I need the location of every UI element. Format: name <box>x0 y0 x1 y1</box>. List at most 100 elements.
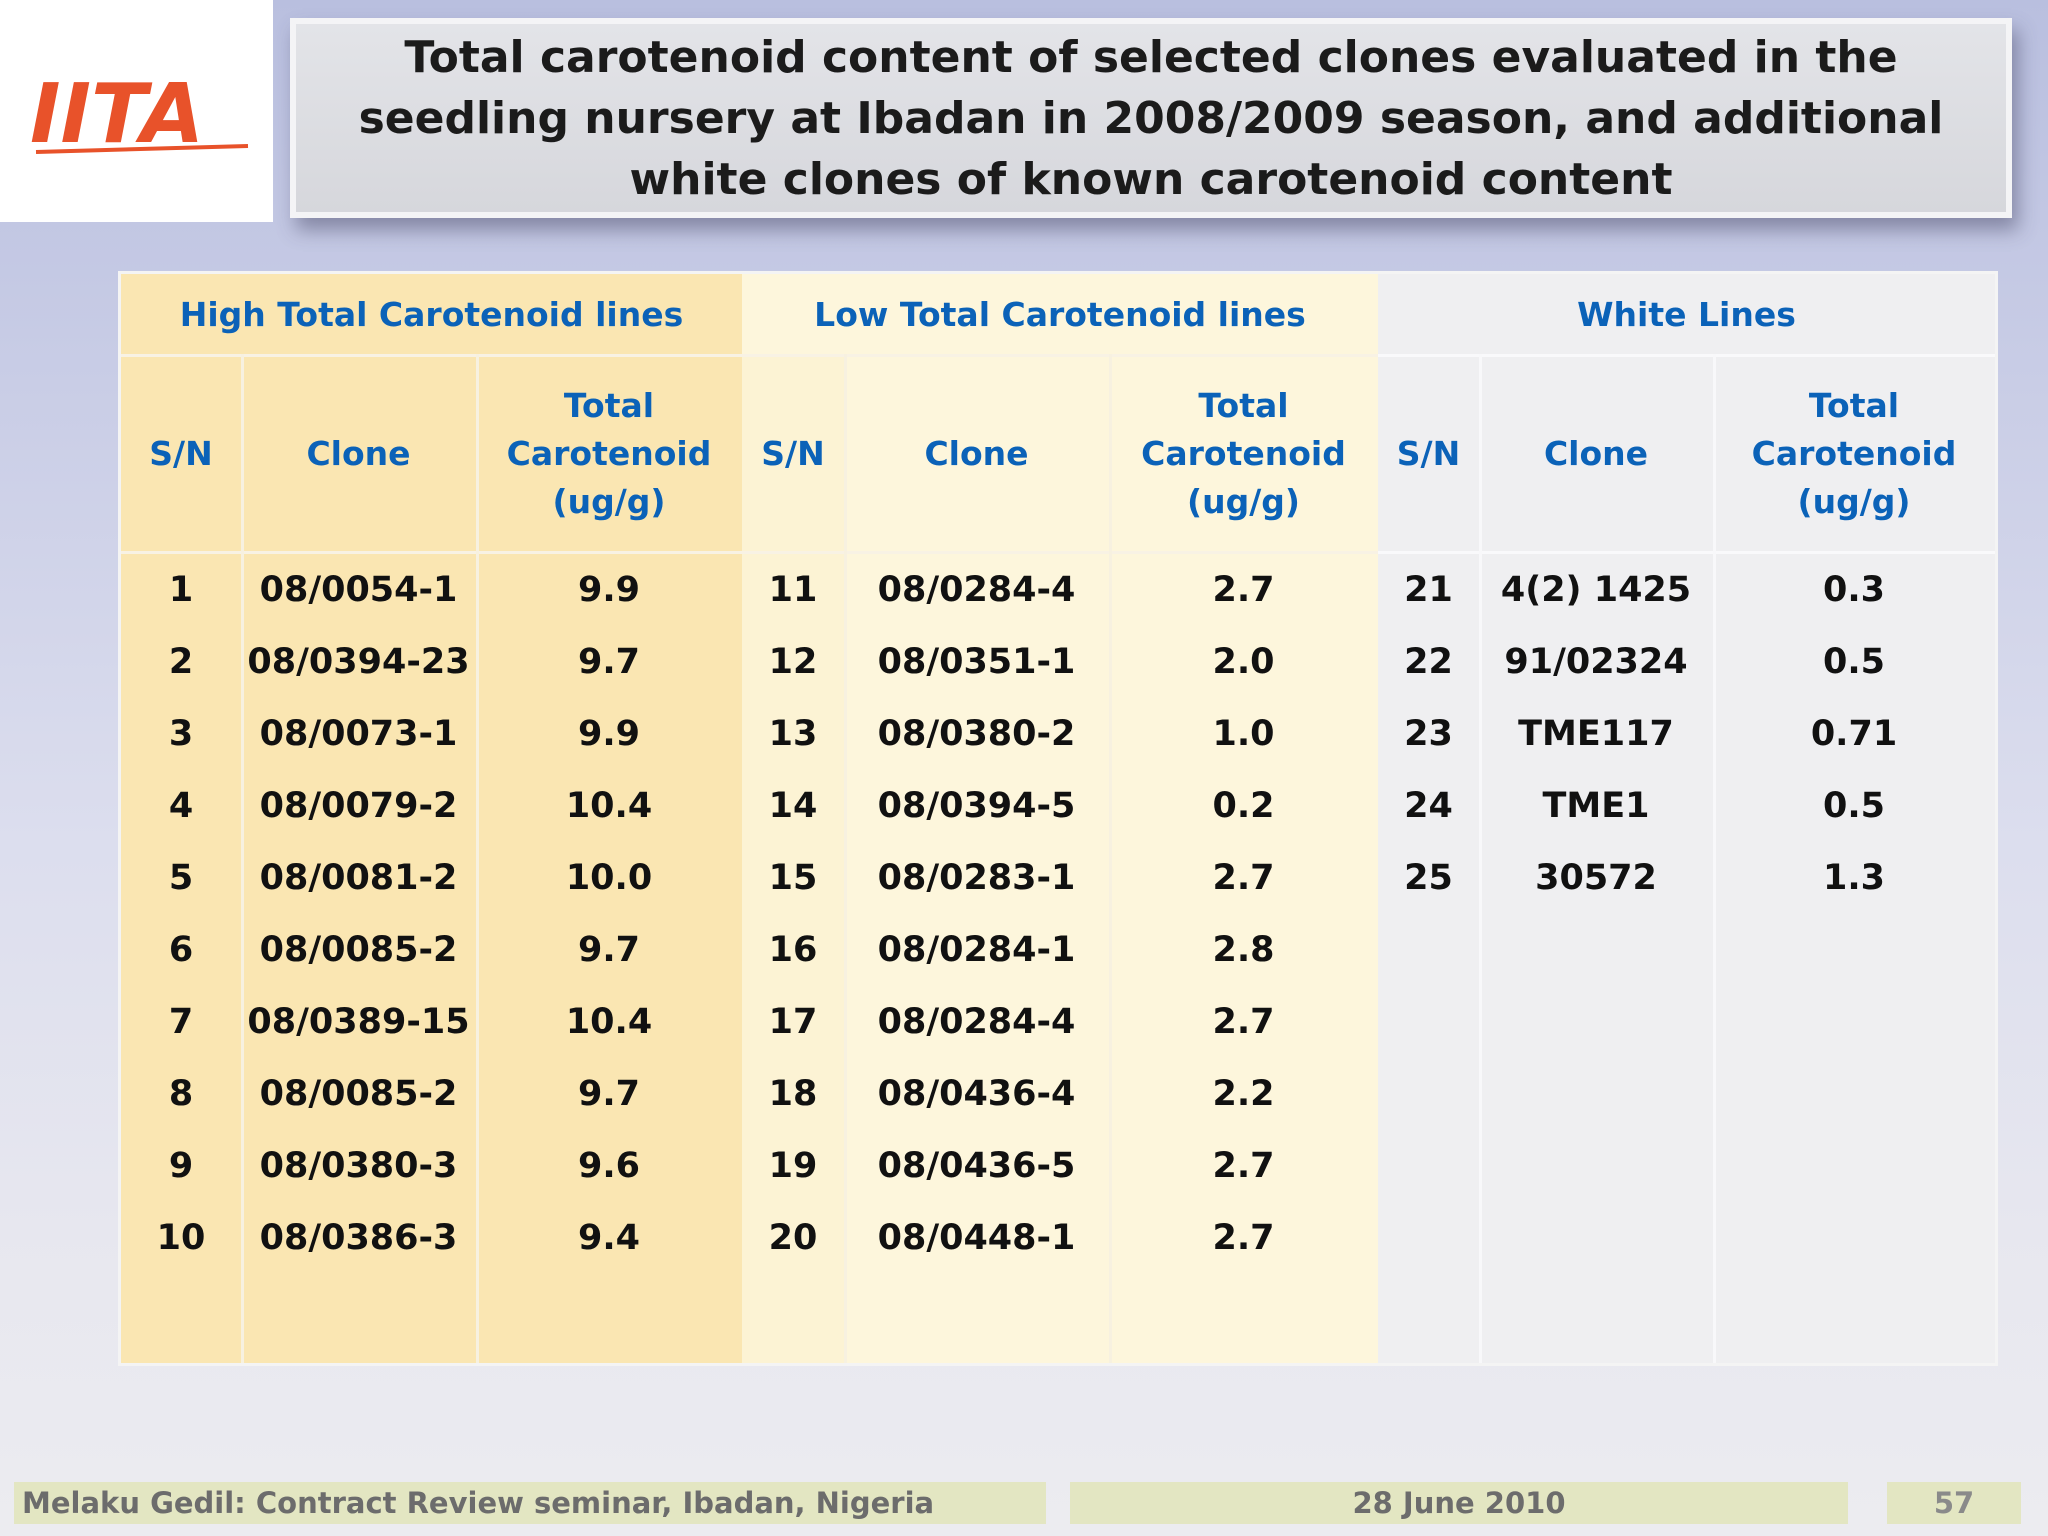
cell-sn: 14 <box>768 786 818 826</box>
cell-sn: 24 <box>1404 786 1453 826</box>
cell-total-carotenoid: 10.4 <box>565 786 653 826</box>
cell-sn: 6 <box>168 930 194 970</box>
column-header-clone: Clone <box>306 434 411 473</box>
column-header-total-carotenoid: Total Carotenoid (ug/g) <box>1141 386 1346 521</box>
cell-sn: 19 <box>768 1146 818 1186</box>
cell-clone: 08/0079-2 <box>259 786 458 826</box>
cell-clone: 08/0283-1 <box>877 858 1076 898</box>
cell-clone: 91/02324 <box>1504 642 1688 682</box>
column-header-sn: S/N <box>149 434 213 473</box>
column-header-clone: Clone <box>1543 434 1649 473</box>
cell-sn: 22 <box>1404 642 1453 682</box>
cell-total-carotenoid: 9.7 <box>577 930 640 970</box>
cell-sn: 23 <box>1404 714 1453 754</box>
cell-total-carotenoid: 2.7 <box>1212 570 1275 610</box>
column-header-total-carotenoid: Total Carotenoid (ug/g) <box>1751 386 1957 521</box>
header-divider <box>742 551 1378 554</box>
cell-sn: 25 <box>1404 858 1453 898</box>
cell-clone: 08/0436-5 <box>877 1146 1076 1186</box>
cell-total-carotenoid: 2.2 <box>1212 1074 1275 1114</box>
section-title: Low Total Carotenoid lines <box>814 294 1306 334</box>
cell-clone: 08/0284-1 <box>877 930 1076 970</box>
header-divider <box>121 551 742 554</box>
cell-total-carotenoid: 9.7 <box>577 1074 640 1114</box>
slide-title: Total carotenoid content of selected clo… <box>358 31 1944 205</box>
cell-clone: 08/0081-2 <box>259 858 458 898</box>
cell-total-carotenoid: 0.5 <box>1822 786 1885 826</box>
cell-sn: 1 <box>168 570 194 610</box>
cell-total-carotenoid: 2.7 <box>1212 858 1275 898</box>
footer-presenter: Melaku Gedil: Contract Review seminar, I… <box>14 1482 1046 1524</box>
cell-sn: 2 <box>168 642 194 682</box>
cell-total-carotenoid: 2.8 <box>1212 930 1275 970</box>
cell-total-carotenoid: 9.4 <box>577 1218 640 1258</box>
high-carotenoid-section: High Total Carotenoid lines S/N Clone Total… <box>121 274 742 1363</box>
sn-column-shade <box>742 354 844 1363</box>
white-lines-section: White Lines S/N Clone Total Carotenoid (ug/… <box>1378 274 1995 1363</box>
cell-clone: 08/0351-1 <box>877 642 1076 682</box>
column-header-sn: S/N <box>761 434 825 473</box>
cell-sn: 12 <box>768 642 818 682</box>
cell-clone: TME117 <box>1518 714 1674 754</box>
cell-clone: TME1 <box>1542 786 1650 826</box>
page-number: 57 <box>1887 1482 2021 1524</box>
column-divider <box>1479 354 1482 1363</box>
cell-sn: 10 <box>156 1218 206 1258</box>
cell-clone: 08/0394-23 <box>247 642 470 682</box>
cell-sn: 15 <box>768 858 818 898</box>
cell-total-carotenoid: 0.3 <box>1822 570 1885 610</box>
cell-sn: 21 <box>1404 570 1453 610</box>
cell-clone: 08/0284-4 <box>877 1002 1076 1042</box>
cell-sn: 11 <box>768 570 818 610</box>
column-header-sn: S/N <box>1396 434 1461 473</box>
cell-total-carotenoid: 10.0 <box>565 858 653 898</box>
footer-date: 28 June 2010 <box>1070 1482 1848 1524</box>
cell-clone: 30572 <box>1535 858 1657 898</box>
cell-sn: 3 <box>168 714 194 754</box>
cell-sn: 5 <box>168 858 194 898</box>
column-divider <box>1109 354 1112 1363</box>
column-header-total-carotenoid: Total Carotenoid (ug/g) <box>506 386 712 521</box>
column-divider <box>844 354 847 1363</box>
cell-clone: 08/0380-3 <box>259 1146 458 1186</box>
slide-title-box: Total carotenoid content of selected clo… <box>290 18 2012 218</box>
cell-total-carotenoid: 9.6 <box>577 1146 640 1186</box>
cell-total-carotenoid: 0.2 <box>1212 786 1275 826</box>
cell-total-carotenoid: 1.0 <box>1212 714 1275 754</box>
cell-total-carotenoid: 0.71 <box>1810 714 1898 754</box>
column-divider <box>241 354 244 1363</box>
section-title: White Lines <box>1577 294 1796 334</box>
cell-sn: 20 <box>768 1218 818 1258</box>
cell-sn: 13 <box>768 714 818 754</box>
cell-total-carotenoid: 9.9 <box>577 714 640 754</box>
header-divider <box>1378 354 1995 357</box>
cell-total-carotenoid: 2.7 <box>1212 1146 1275 1186</box>
logo-panel: IITA <box>0 0 273 222</box>
cell-sn: 8 <box>168 1074 194 1114</box>
cell-sn: 7 <box>168 1002 194 1042</box>
cell-total-carotenoid: 2.0 <box>1212 642 1275 682</box>
cell-clone: 08/0380-2 <box>877 714 1076 754</box>
cell-total-carotenoid: 1.3 <box>1822 858 1885 898</box>
cell-clone: 08/0085-2 <box>259 930 458 970</box>
iita-logo-icon: IITA <box>30 67 249 160</box>
cell-clone: 4(2) 1425 <box>1500 570 1692 610</box>
cell-clone: 08/0085-2 <box>259 1074 458 1114</box>
cell-sn: 17 <box>768 1002 818 1042</box>
carotenoid-table: High Total Carotenoid lines S/N Clone Total… <box>118 271 1998 1366</box>
cell-sn: 9 <box>168 1146 194 1186</box>
column-header-clone: Clone <box>924 434 1029 473</box>
header-divider <box>121 354 742 357</box>
column-divider <box>1713 354 1716 1363</box>
column-divider <box>476 354 479 1363</box>
cell-total-carotenoid: 9.9 <box>577 570 640 610</box>
logo-text: IITA <box>30 67 204 160</box>
cell-clone: 08/0448-1 <box>877 1218 1076 1258</box>
cell-sn: 16 <box>768 930 818 970</box>
header-divider <box>1378 551 1995 554</box>
cell-clone: 08/0073-1 <box>259 714 458 754</box>
cell-total-carotenoid: 0.5 <box>1822 642 1885 682</box>
cell-total-carotenoid: 2.7 <box>1212 1002 1275 1042</box>
cell-clone: 08/0054-1 <box>259 570 458 610</box>
low-carotenoid-section: Low Total Carotenoid lines S/N Clone Total … <box>742 274 1378 1363</box>
